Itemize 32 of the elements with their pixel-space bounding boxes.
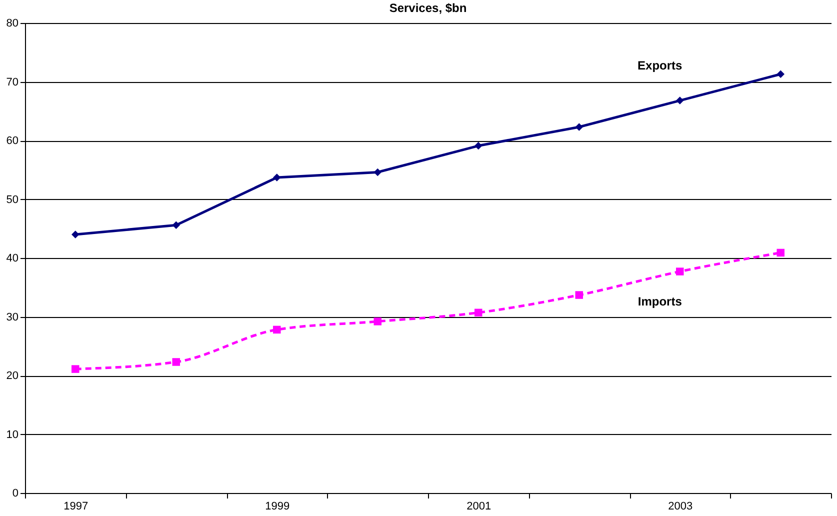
y-tick-label: 40 [6, 252, 18, 264]
y-tick-label: 60 [6, 135, 18, 147]
point [474, 308, 482, 317]
x-tick-label: 1997 [64, 500, 88, 512]
x-tick-label: 2001 [466, 500, 492, 512]
point [72, 365, 80, 373]
y-tick-label: 80 [6, 18, 18, 30]
point [474, 142, 482, 150]
y-tick-label: 20 [6, 370, 18, 382]
point [72, 230, 80, 238]
text: Exports [638, 58, 683, 73]
y-tick-label: 10 [6, 428, 18, 441]
point [172, 358, 180, 366]
chart-title: Services, $bn [389, 1, 467, 15]
y-tick-label: 70 [6, 76, 18, 88]
point [676, 96, 684, 104]
y-tick-label: 30 [6, 311, 18, 324]
y-tick-label: 0 [12, 488, 18, 500]
point [676, 268, 684, 276]
x-tick-label: 2003 [668, 500, 693, 512]
point [273, 174, 281, 182]
point [273, 326, 281, 334]
point [374, 168, 382, 176]
point [776, 248, 784, 257]
series-label: Imports [638, 294, 682, 309]
point [776, 70, 784, 78]
x-tick-label: 1999 [265, 500, 290, 512]
point [374, 318, 382, 326]
point [172, 221, 180, 229]
y-tick-label: 50 [6, 194, 18, 206]
point [575, 291, 583, 299]
point [575, 123, 583, 131]
